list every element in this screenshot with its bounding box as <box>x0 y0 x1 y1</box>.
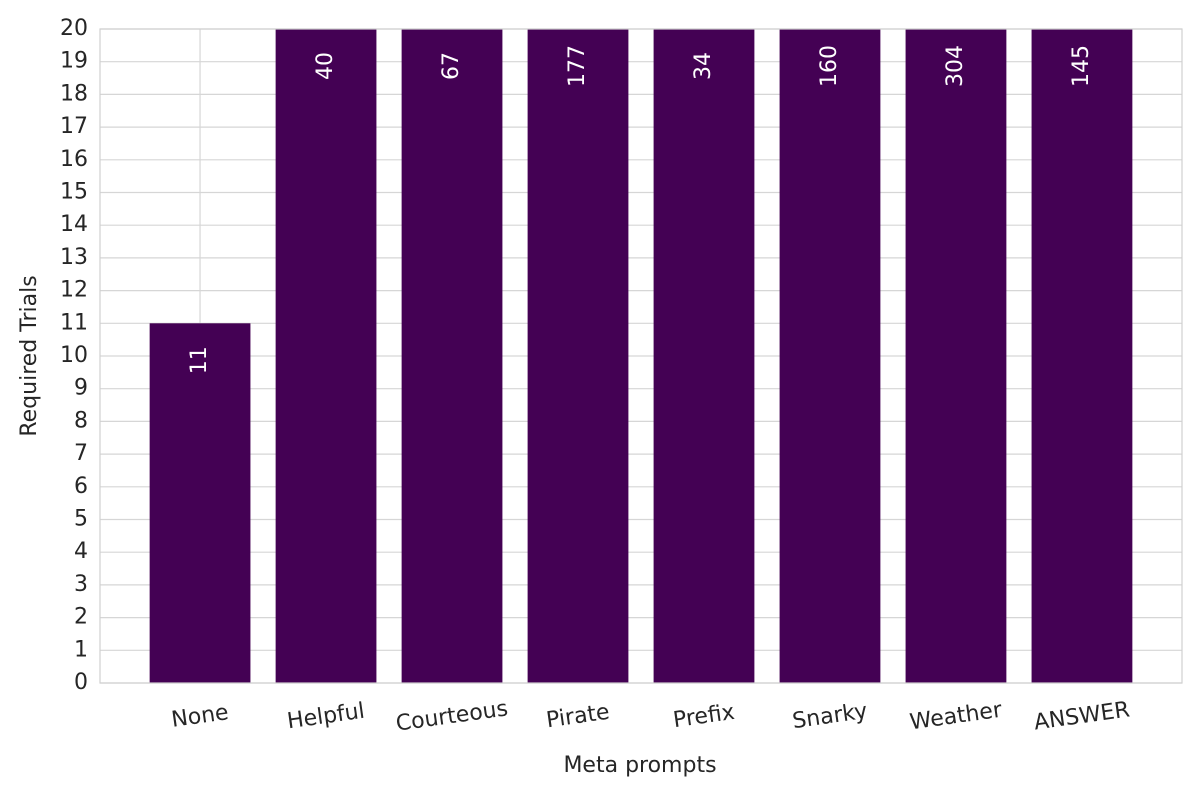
y-tick-label: 0 <box>74 670 88 695</box>
y-tick-label: 4 <box>74 539 88 564</box>
bar-value-label: 160 <box>817 45 842 87</box>
x-tick-label: Pirate <box>545 700 611 734</box>
y-tick-label: 10 <box>60 343 88 368</box>
x-tick-label: None <box>170 700 230 733</box>
x-tick-label: ANSWER <box>1032 697 1131 735</box>
bar <box>149 323 251 683</box>
y-tick-label: 13 <box>60 245 88 270</box>
y-tick-label: 6 <box>74 474 88 499</box>
y-tick-label: 3 <box>74 572 88 597</box>
y-tick-label: 5 <box>74 507 88 532</box>
y-axis-title: Required Trials <box>17 275 42 436</box>
y-tick-label: 2 <box>74 605 88 630</box>
bar-value-label: 40 <box>313 52 338 80</box>
plot-frame <box>99 28 1183 684</box>
y-tick-label: 11 <box>60 310 88 335</box>
bar-value-label: 177 <box>565 45 590 87</box>
bar <box>905 29 1007 683</box>
y-tick-label: 15 <box>60 180 88 205</box>
bar-value-label: 145 <box>1069 45 1094 87</box>
x-tick-label: Courteous <box>394 696 509 736</box>
x-tick-label: Weather <box>908 698 1004 736</box>
bar-value-label: 11 <box>187 346 212 374</box>
y-tick-label: 1 <box>74 637 88 662</box>
y-tick-label: 8 <box>74 408 88 433</box>
y-tick-label: 12 <box>60 278 88 303</box>
y-tick-label: 16 <box>60 147 88 172</box>
bar <box>401 29 503 683</box>
y-tick-label: 9 <box>74 376 88 401</box>
x-tick-label: Helpful <box>286 699 367 735</box>
bar-value-label: 304 <box>943 45 968 87</box>
y-tick-label: 14 <box>60 212 88 237</box>
y-tick-label: 20 <box>60 16 88 41</box>
bar <box>275 29 377 683</box>
y-tick-label: 19 <box>60 49 88 74</box>
bar <box>1031 29 1133 683</box>
bar-value-label: 67 <box>439 52 464 80</box>
x-axis-title: Meta prompts <box>563 753 716 778</box>
bar <box>779 29 881 683</box>
y-tick-label: 18 <box>60 81 88 106</box>
x-tick-label: Prefix <box>672 700 737 733</box>
bar <box>527 29 629 683</box>
x-tick-label: Snarky <box>791 699 869 734</box>
y-tick-label: 7 <box>74 441 88 466</box>
bar-value-label: 34 <box>691 52 716 80</box>
y-tick-label: 17 <box>60 114 88 139</box>
bar <box>653 29 755 683</box>
